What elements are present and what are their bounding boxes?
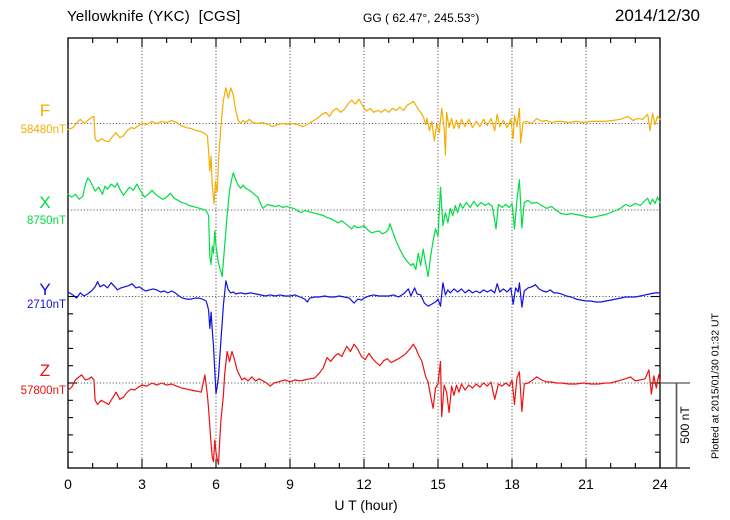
channel-label-x: X (39, 193, 51, 212)
channel-label-y: Y (39, 280, 51, 299)
scale-bar-label: 500 nT (678, 406, 692, 444)
x-tick-label: 12 (356, 476, 372, 492)
x-tick-label: 0 (64, 476, 72, 492)
x-tick-label: 15 (430, 476, 446, 492)
x-tick-label: 9 (286, 476, 294, 492)
x-tick-label: 21 (578, 476, 594, 492)
station-title: Yellowknife (YKC) [CGS] (67, 8, 241, 25)
plotted-timestamp: Plotted at 2015/01/30 01:32 UT (709, 313, 722, 459)
x-tick-label: 24 (652, 476, 668, 492)
geographic-coordinates: GG ( 62.47°, 245.53°) (363, 11, 480, 25)
channel-baseline-z: 57800nT (20, 385, 66, 397)
channel-baseline-f: 58480nT (20, 124, 66, 136)
x-tick-label: 3 (138, 476, 146, 492)
channel-baseline-x: 8750nT (26, 215, 66, 227)
channel-label-f: F (39, 101, 51, 120)
x-tick-label: 6 (212, 476, 220, 492)
channel-label-z: Z (39, 361, 51, 380)
channel-baseline-y: 2710nT (26, 299, 66, 311)
plot-date: 2014/12/30 (614, 6, 700, 25)
x-axis-label: U T (hour) (334, 497, 398, 513)
x-tick-label: 18 (504, 476, 520, 492)
